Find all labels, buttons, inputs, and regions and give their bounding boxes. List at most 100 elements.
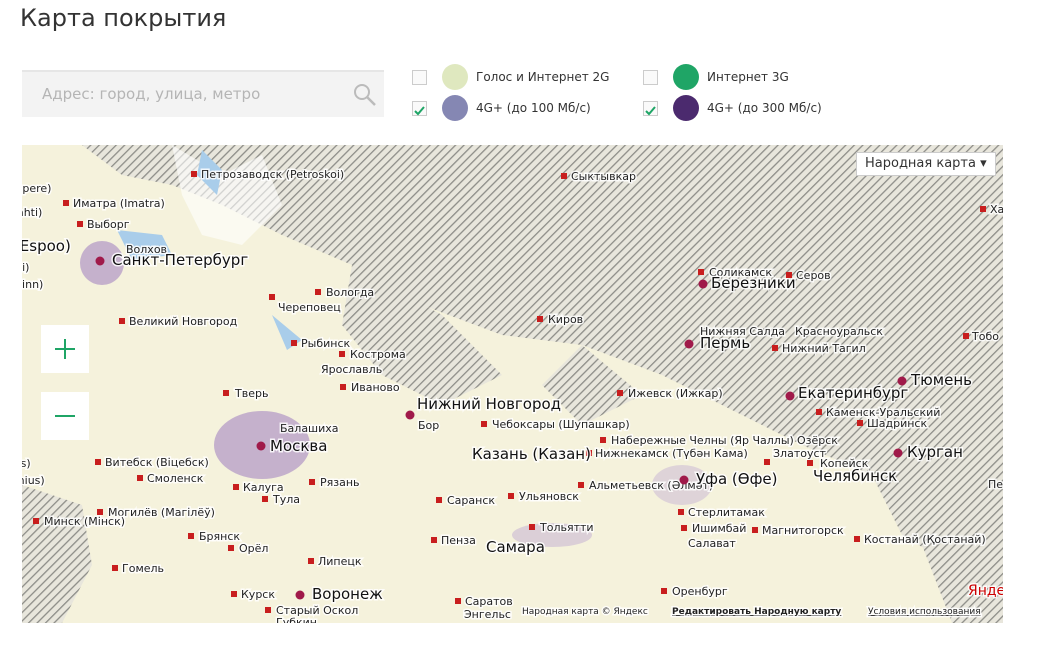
city-marker xyxy=(265,607,271,613)
city-marker xyxy=(315,289,321,295)
city-marker xyxy=(63,200,69,206)
city-label: Копейск xyxy=(820,457,869,470)
checkbox[interactable] xyxy=(643,101,658,116)
city-label: Тобо xyxy=(971,330,999,343)
map-type-button[interactable]: Народная карта ▾ xyxy=(856,152,996,176)
city-label: Ишимбай xyxy=(692,522,746,535)
city-label: Могилёв (Магілёў) xyxy=(108,506,215,519)
city-marker xyxy=(684,339,694,349)
city-label: i (Lahti) xyxy=(22,206,42,219)
city-label: Энгельс xyxy=(464,608,511,621)
edit-link[interactable]: Редактировать Народную карту xyxy=(671,606,843,619)
checkbox[interactable] xyxy=(412,101,427,116)
city-marker xyxy=(893,448,903,458)
city-label: Ха xyxy=(990,203,1003,216)
water xyxy=(117,150,302,350)
city-marker xyxy=(786,272,792,278)
checkbox[interactable] xyxy=(643,70,658,85)
city-label: Златоуст xyxy=(773,447,827,460)
legend-swatch xyxy=(442,64,468,90)
city-label: Пе xyxy=(988,478,1003,491)
no-coverage xyxy=(22,145,1003,623)
city-marker xyxy=(188,533,194,539)
city-label: Пермь xyxy=(700,334,750,352)
attribution: Народная карта © Яндекс xyxy=(522,607,648,617)
map-type-label: Народная карта xyxy=(865,156,976,171)
city-label: o (Espoo) xyxy=(22,237,71,255)
city-label: Рыбинск xyxy=(301,337,350,350)
city-label: Саратов xyxy=(465,595,513,608)
city-label: Челябинск xyxy=(813,467,897,485)
search-placeholder: Адрес: город, улица, метро xyxy=(42,85,261,103)
city-label: Липецк xyxy=(318,555,362,568)
city-label: (Tallinn) xyxy=(22,278,43,291)
legend-swatch xyxy=(673,95,699,121)
city-marker xyxy=(980,206,986,212)
city-label: Минск (Мінск) xyxy=(44,515,125,528)
zoom-in[interactable] xyxy=(41,325,89,373)
city-label: Стерлитамак xyxy=(688,506,765,519)
title: Карта покрытия xyxy=(20,4,227,32)
city-marker xyxy=(481,421,487,427)
city-marker xyxy=(33,518,39,524)
city-marker xyxy=(339,351,345,357)
city-label: Петрозаводск (Petroskoi) xyxy=(201,168,344,181)
city-label: Губкин xyxy=(276,616,317,623)
city-label: Иваново xyxy=(351,381,400,394)
yandex-logo: Яндекс xyxy=(968,583,1003,599)
city-label: Тула xyxy=(272,493,300,506)
check xyxy=(414,106,425,116)
cities: Tampere) Петрозаводск (Petroskoi) Сыктывка… xyxy=(22,167,1003,624)
city-label: Магнитогорск xyxy=(762,524,844,537)
city-marker xyxy=(95,256,105,266)
city-marker xyxy=(191,171,197,177)
map[interactable]: Tampere) Петрозаводск (Petroskoi) Сыктывка… xyxy=(22,145,1003,623)
city-marker xyxy=(698,269,704,275)
city-label: Старый Оскол xyxy=(276,604,358,617)
city-label: Шадринск xyxy=(867,417,927,430)
city-label: Бор xyxy=(418,419,439,432)
city-label: Екатеринбург xyxy=(798,384,908,402)
city-label: Тверь xyxy=(234,387,268,400)
city-marker xyxy=(77,221,83,227)
city-marker xyxy=(269,294,275,300)
search-box[interactable]: Адрес: город, улица, метро xyxy=(22,70,384,117)
city-label: Гомель xyxy=(122,562,164,575)
city-marker xyxy=(295,590,305,600)
city-marker xyxy=(340,384,346,390)
city-label: Санкт-Петербург xyxy=(112,251,248,269)
city-marker xyxy=(309,479,315,485)
city-label: Нижний Новгород xyxy=(417,395,561,413)
city-label: sinki) xyxy=(22,261,29,274)
terms-link[interactable]: Условия использования xyxy=(867,606,983,619)
checkbox[interactable] xyxy=(412,70,427,85)
city-label: Березники xyxy=(711,274,796,292)
city-marker xyxy=(508,493,514,499)
city-label: Брянск xyxy=(199,530,240,543)
city-label: Ярославль xyxy=(321,363,382,376)
zoom-out[interactable] xyxy=(41,392,89,440)
city-label: Салават xyxy=(688,537,736,550)
city-marker xyxy=(679,475,689,485)
city-marker xyxy=(816,409,822,415)
legend-label: 4G+ (до 100 Мб/с) xyxy=(476,101,591,115)
city-marker xyxy=(617,390,623,396)
city-label: Оренбург xyxy=(672,585,728,598)
city-label: Тюмень xyxy=(910,371,972,389)
city-marker xyxy=(897,376,907,386)
legend-label: 4G+ (до 300 Мб/с) xyxy=(707,101,822,115)
city-label: Сыктывкар xyxy=(571,170,636,183)
city-marker xyxy=(537,316,543,322)
check xyxy=(645,106,656,116)
city-label: Выборг xyxy=(87,218,130,231)
city-marker xyxy=(678,509,684,515)
search-icon[interactable] xyxy=(352,82,378,108)
city-marker xyxy=(600,437,606,443)
city-marker xyxy=(262,496,268,502)
city-marker xyxy=(807,460,813,466)
city-marker xyxy=(785,391,795,401)
city-marker xyxy=(291,340,297,346)
legend-swatch xyxy=(442,95,468,121)
city-marker xyxy=(857,420,863,426)
